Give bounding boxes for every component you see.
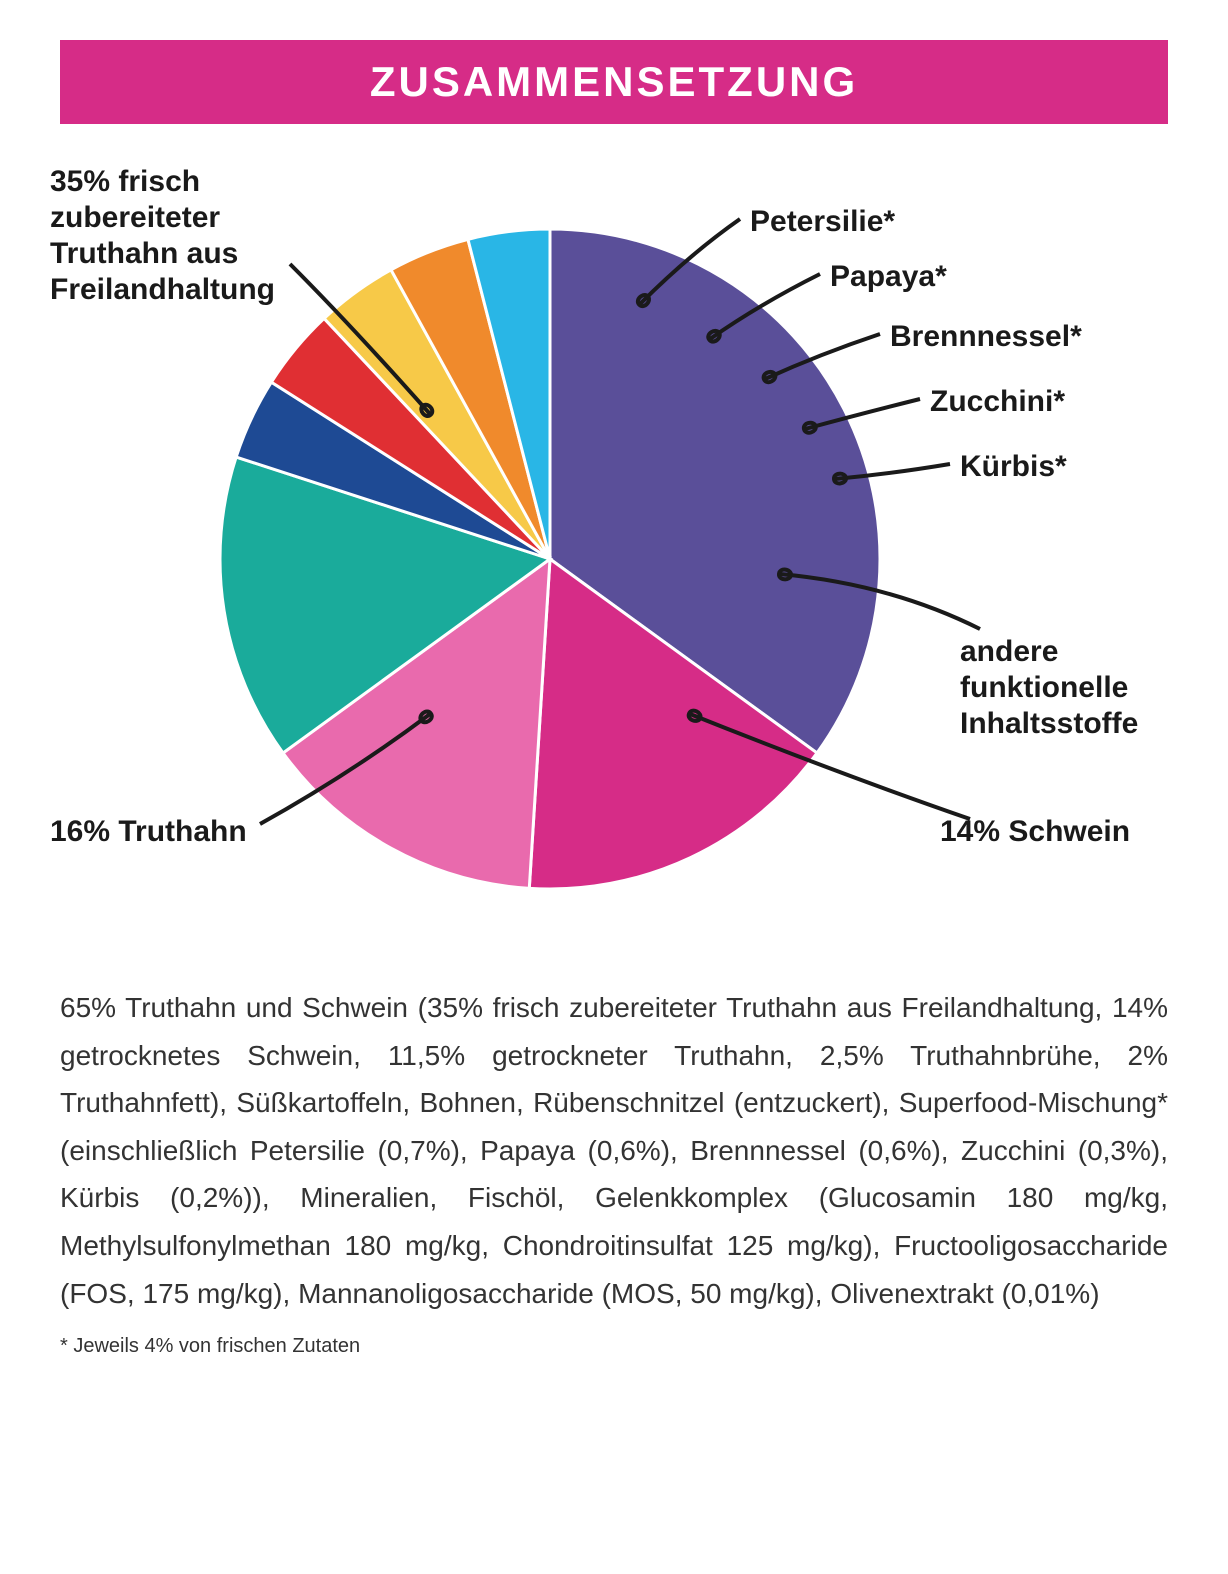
pie-slice-label: Kürbis* [960, 449, 1067, 485]
pie-chart-container: 35% frischzubereiteterTruthahn ausFreila… [60, 154, 1168, 954]
pie-slice-label: 14% Schwein [940, 814, 1130, 850]
pie-slice-label: Brennnessel* [890, 319, 1082, 355]
pie-slice-label: anderefunktionelleInhaltsstoffe [960, 634, 1138, 742]
pie-slice-label: Petersilie* [750, 204, 895, 240]
title-bar: ZUSAMMENSETZUNG [60, 40, 1168, 124]
footnote: * Jeweils 4% von frischen Zutaten [60, 1335, 1168, 1358]
pie-slice-label: Zucchini* [930, 384, 1065, 420]
pie-slice-label: Papaya* [830, 259, 947, 295]
composition-paragraph: 65% Truthahn und Schwein (35% frisch zub… [60, 984, 1168, 1317]
pie-slice-label: 16% Truthahn [50, 814, 247, 850]
pie-slice-label: 35% frischzubereiteterTruthahn ausFreila… [50, 164, 275, 308]
page-root: ZUSAMMENSETZUNG 35% frischzubereiteterTr… [0, 0, 1228, 1398]
